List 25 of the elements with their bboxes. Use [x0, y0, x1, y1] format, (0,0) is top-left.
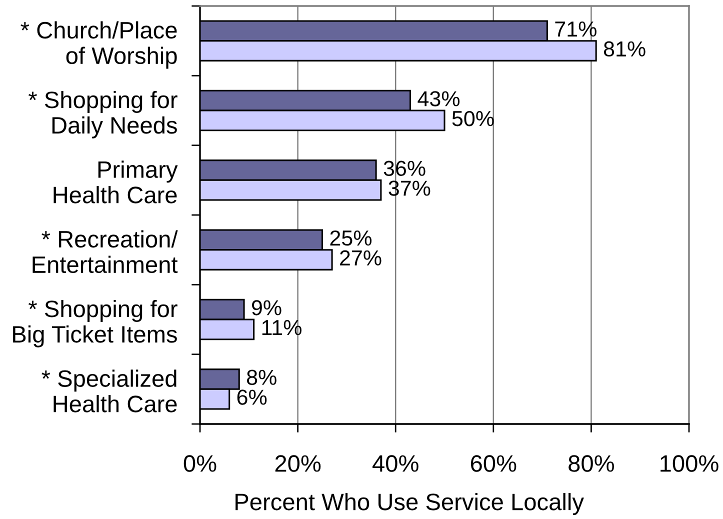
x-axis-title: Percent Who Use Service Locally — [236, 492, 584, 515]
y-tick-label: * Specialized Health Care — [42, 370, 177, 412]
data-label: 8% — [247, 370, 276, 386]
data-label: 6% — [237, 390, 267, 405]
x-tick-label: 20% — [275, 455, 321, 472]
y-tick-label: * Church/Place of Worship — [20, 21, 177, 69]
data-label: 9% — [252, 300, 282, 316]
y-tick-label: * Recreation/ Entertainment — [32, 230, 178, 274]
x-tick-label: 40% — [372, 455, 418, 472]
x-tick-label: 80% — [568, 455, 614, 472]
data-label: 37% — [388, 180, 430, 196]
x-tick-label: 100% — [660, 455, 718, 472]
x-tick-label: 0% — [184, 455, 216, 472]
data-label: 11% — [262, 320, 302, 336]
y-tick-label: * Shopping for Big Ticket Items — [13, 300, 178, 348]
data-label: 25% — [330, 230, 372, 246]
y-tick-label: Primary Health Care — [54, 160, 178, 204]
data-label: 50% — [452, 110, 494, 126]
x-tick-label: 60% — [470, 455, 516, 472]
data-label: 81% — [604, 41, 646, 57]
data-label: 43% — [418, 91, 460, 106]
data-label: 36% — [384, 160, 426, 176]
y-tick-label: * Shopping for Daily Needs — [28, 90, 178, 138]
data-label: 71% — [555, 22, 596, 37]
data-label: 27% — [340, 250, 382, 266]
